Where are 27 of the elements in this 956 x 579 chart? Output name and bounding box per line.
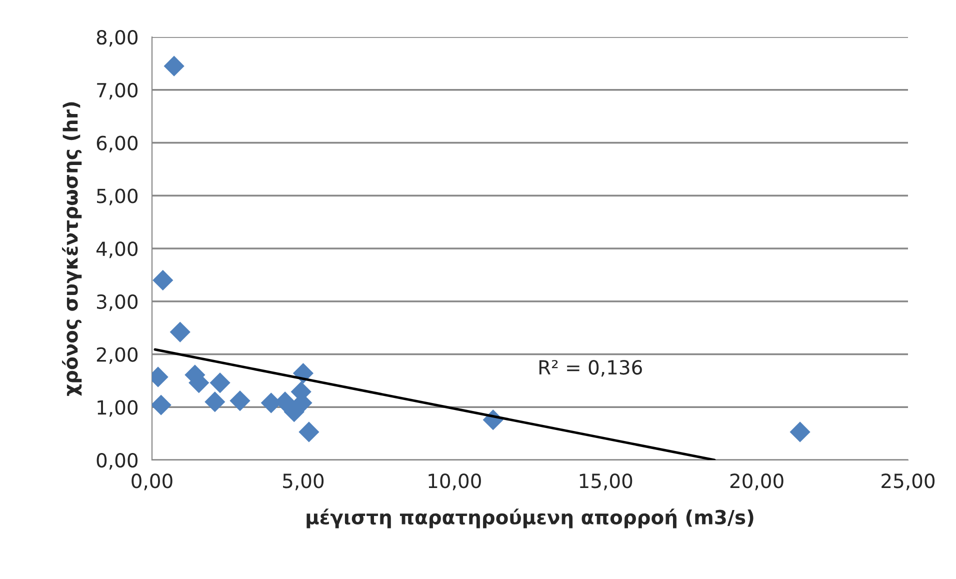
y-tick-label: 7,00 [97,82,138,100]
y-tick-label: 1,00 [98,400,138,417]
point [298,422,320,442]
point [164,56,184,76]
x-tick-label: 15,00 [580,474,632,490]
x-axis-title: μέγιστη παρατηρούμενη απορροή (m3/s) [306,508,754,528]
x-tick-label: 20,00 [730,474,784,490]
x-tick-label: 0,00 [132,474,172,490]
point [230,390,250,412]
y-tick-label: 6,00 [96,136,138,152]
point [152,270,174,291]
x-tick-label: 5,00 [283,474,324,490]
point [210,372,230,394]
x-tick-label: 10,00 [428,474,481,490]
y-tick-label: 2,00 [96,347,138,364]
y-tick-label: 3,00 [96,294,138,312]
point [152,394,172,416]
y-tick-label: 5,00 [97,188,138,206]
point [170,322,190,342]
annotation: R² = 0,136 [539,360,642,377]
y-tick-label: 4,00 [96,241,138,258]
point [790,422,810,442]
x-tick-label: 25,00 [882,474,935,490]
y-tick-label: 8,00 [96,30,138,47]
y-tick-label: 0,00 [96,452,138,470]
y-axis-title: χρόνος συγκέντρωσης (hr) [62,102,82,396]
point [204,392,226,412]
